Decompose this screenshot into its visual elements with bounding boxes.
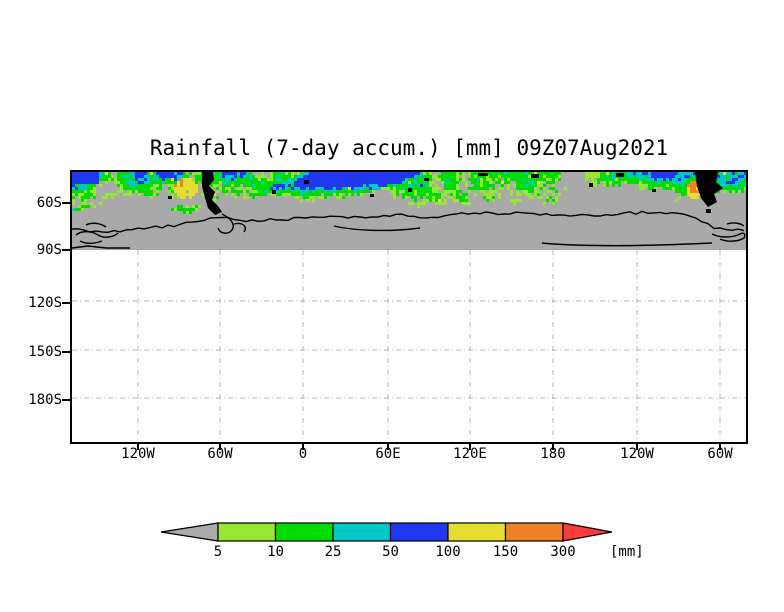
island-dot bbox=[370, 194, 374, 197]
island-dot bbox=[304, 180, 309, 184]
y-axis-tick-label: 180S bbox=[28, 392, 62, 408]
x-axis-tick bbox=[469, 444, 471, 450]
y-axis-tick-label: 150S bbox=[28, 344, 62, 360]
colorbar-segment bbox=[274, 522, 334, 542]
colorbar-segment bbox=[504, 522, 564, 542]
plot-title: Rainfall (7-day accum.) [mm] 09Z07Aug202… bbox=[149, 136, 669, 160]
island-dot bbox=[531, 174, 539, 178]
x-axis-tick-label: 60E bbox=[375, 446, 401, 462]
rainfall-raster bbox=[72, 172, 746, 214]
y-axis-tick bbox=[62, 202, 70, 204]
island-dot bbox=[478, 173, 488, 176]
colorbar-tick-label: 25 bbox=[324, 544, 342, 560]
y-axis-tick bbox=[62, 249, 70, 251]
y-axis-tick bbox=[62, 399, 70, 401]
island-dot bbox=[589, 183, 593, 187]
colorbar-tick-label: 300 bbox=[550, 544, 576, 560]
colorbar-segment bbox=[389, 522, 449, 542]
x-axis-tick-label: 0 bbox=[298, 446, 308, 462]
y-axis-tick-label: 90S bbox=[36, 242, 62, 258]
colorbar-unit-label: [mm] bbox=[610, 544, 644, 560]
x-axis-tick bbox=[137, 444, 139, 450]
colorbar-segment bbox=[217, 522, 277, 542]
x-axis-tick-label: 60W bbox=[707, 446, 733, 462]
x-axis-tick bbox=[552, 444, 554, 450]
x-axis-tick-label: 60W bbox=[207, 446, 233, 462]
colorbar-tick-label: 5 bbox=[213, 544, 223, 560]
landmass-silhouettes bbox=[168, 172, 723, 215]
colorbar-below-min-arrow bbox=[160, 522, 219, 542]
colorbar-scale bbox=[160, 522, 613, 542]
colorbar-tick-label: 100 bbox=[435, 544, 461, 560]
x-axis-tick bbox=[302, 444, 304, 450]
y-axis-tick bbox=[62, 351, 70, 353]
colorbar-above-max-arrow bbox=[562, 522, 613, 542]
island-dot bbox=[168, 196, 172, 199]
x-axis-tick-label: 120W bbox=[620, 446, 654, 462]
x-axis-tick bbox=[636, 444, 638, 450]
island-dot bbox=[424, 178, 429, 181]
graticule-grid-lines bbox=[72, 250, 746, 440]
colorbar-tick-label: 150 bbox=[492, 544, 519, 560]
colorbar-segment bbox=[332, 522, 392, 542]
x-axis-tick bbox=[719, 444, 721, 450]
y-axis-tick-label: 120S bbox=[28, 295, 62, 311]
x-axis-tick bbox=[387, 444, 389, 450]
antarctica-coastline bbox=[72, 210, 746, 249]
island-dot bbox=[616, 173, 624, 177]
x-axis-tick-label: 120E bbox=[453, 446, 487, 462]
map-plot-area bbox=[70, 170, 748, 444]
rainfall-map-canvas bbox=[72, 172, 746, 440]
x-axis-tick bbox=[219, 444, 221, 450]
colorbar-segment bbox=[447, 522, 507, 542]
island-dot bbox=[272, 190, 276, 194]
island-dot bbox=[408, 188, 412, 192]
x-axis-tick-label: 180 bbox=[540, 446, 566, 462]
y-axis-tick-label: 60S bbox=[36, 195, 62, 211]
x-axis-tick-label: 120W bbox=[121, 446, 155, 462]
y-axis-tick bbox=[62, 302, 70, 304]
colorbar-tick-label: 10 bbox=[267, 544, 284, 560]
colorbar-tick-label: 50 bbox=[382, 544, 399, 560]
island-dot bbox=[652, 189, 656, 192]
